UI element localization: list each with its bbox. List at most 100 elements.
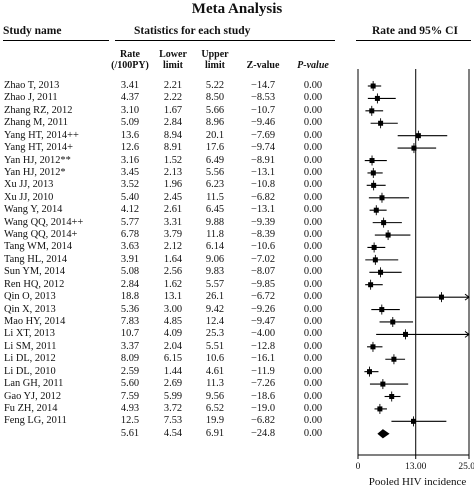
- p-value-cell: 0.00: [303, 365, 323, 377]
- lower-limit-cell: 2.22: [163, 92, 183, 104]
- p-value-cell: 0.00: [303, 241, 323, 253]
- p-value-cell: 0.00: [303, 92, 323, 104]
- upper-limit-cell: 11.8: [206, 229, 224, 241]
- z-value-cell: −13.1: [250, 204, 276, 216]
- z-value-cell: −8.91: [250, 154, 276, 166]
- z-column-header: Z-value: [246, 60, 280, 71]
- study-name-cell: Yang HT, 2014+: [4, 142, 73, 154]
- p-value-cell: 0.00: [303, 129, 323, 141]
- upper-limit-cell: 6.49: [205, 154, 225, 166]
- z-value-cell: −8.07: [250, 266, 276, 278]
- rate-cell: 7.83: [120, 315, 140, 327]
- rate-cell: 7.59: [120, 390, 140, 402]
- z-value-cell: −10.7: [250, 104, 276, 116]
- study-name-cell: Ren HQ, 2012: [4, 278, 65, 290]
- p-value-cell: 0.00: [303, 278, 323, 290]
- p-column-header: P-value: [297, 60, 329, 71]
- study-name-cell: Wang Y, 2014: [4, 204, 63, 216]
- page-title: Meta Analysis: [191, 1, 283, 17]
- lower-limit-cell: 4.85: [163, 315, 183, 327]
- upper-limit-cell: 8.96: [205, 117, 225, 129]
- lower-column-header: Lower limit: [153, 49, 193, 71]
- upper-limit-cell: 5.22: [205, 80, 225, 91]
- x-axis-label: Pooled HIV incidence: [369, 476, 467, 488]
- p-value-cell: 0.00: [303, 291, 323, 303]
- rate-cell: 5.77: [120, 216, 140, 228]
- z-value-cell: −9.47: [250, 315, 276, 327]
- study-name-cell: Li XT, 2013: [4, 328, 55, 340]
- study-name-cell: Yang HT, 2014++: [4, 129, 79, 141]
- p-value-cell: 0.00: [303, 80, 323, 91]
- study-name-cell: Wang QQ, 2014++: [4, 216, 84, 228]
- lower-limit-cell: 2.04: [163, 340, 183, 352]
- rate-cell: 3.10: [120, 104, 140, 116]
- rate-ci-rule: [356, 40, 471, 41]
- upper-limit-cell: 6.14: [205, 241, 225, 253]
- study-name-cell: Xu JJ, 2013: [4, 179, 54, 191]
- p-value-cell: 0.00: [303, 315, 323, 327]
- rate-cell: 3.91: [120, 253, 140, 265]
- rate-cell: 3.37: [120, 340, 140, 352]
- p-value-cell: 0.00: [303, 117, 323, 129]
- p-value-cell: 0.00: [303, 154, 323, 166]
- rate-header-line1: Rate: [120, 49, 140, 60]
- lower-limit-cell: 4.54: [163, 427, 183, 439]
- x-tick-label: 13.00: [405, 462, 427, 472]
- study-name-rule: [3, 40, 109, 41]
- statistics-header: Statistics for each study: [134, 25, 251, 37]
- rate-cell: 4.37: [120, 92, 140, 104]
- rate-cell: 3.41: [120, 80, 140, 91]
- rate-cell: 3.63: [120, 241, 140, 253]
- rate-column-header: Rate (/100PY): [110, 49, 150, 71]
- z-value-cell: −6.82: [250, 191, 276, 203]
- rate-cell: 2.59: [120, 365, 140, 377]
- lower-limit-cell: 4.09: [163, 328, 183, 340]
- study-name-cell: Zhao T, 2013: [4, 80, 60, 91]
- upper-header-line1: Upper: [201, 49, 229, 60]
- upper-limit-cell: 9.88: [205, 216, 225, 228]
- z-value-cell: −10.8: [250, 179, 276, 191]
- lower-limit-cell: 3.72: [163, 402, 183, 414]
- lower-limit-cell: 3.00: [163, 303, 183, 315]
- upper-limit-cell: 6.23: [205, 179, 225, 191]
- study-name-cell: Feng LG, 2011: [4, 415, 67, 427]
- p-value-cell: 0.00: [303, 142, 323, 154]
- upper-limit-cell: 20.1: [205, 129, 225, 141]
- rate-cell: 18.8: [120, 291, 140, 303]
- p-value-cell: 0.00: [303, 266, 323, 278]
- lower-limit-cell: 1.67: [163, 104, 183, 116]
- upper-limit-cell: 25.3: [205, 328, 225, 340]
- lower-limit-cell: 1.96: [163, 179, 183, 191]
- rate-cell: 12.5: [120, 415, 140, 427]
- study-name-cell: Tang WM, 2014: [4, 241, 73, 253]
- p-value-cell: 0.00: [303, 253, 323, 265]
- ci-clip-arrow: [464, 330, 470, 338]
- study-name-cell: Fu ZH, 2014: [4, 402, 58, 414]
- lower-limit-cell: 8.94: [163, 129, 183, 141]
- lower-header-line1: Lower: [159, 49, 187, 60]
- rate-cell: 10.7: [120, 328, 140, 340]
- study-name-cell: Xu JJ, 2010: [4, 191, 54, 203]
- upper-limit-cell: 5.57: [205, 278, 225, 290]
- ci-clip-arrow: [464, 293, 470, 301]
- x-tick-label: 25.00: [458, 462, 474, 472]
- study-name-cell: Lan GH, 2011: [4, 378, 64, 390]
- study-name-cell: Qin O, 2013: [4, 291, 56, 303]
- rate-cell: 5.61: [120, 427, 140, 439]
- z-value-cell: −13.1: [250, 166, 276, 178]
- rate-ci-header: Rate and 95% CI: [372, 25, 458, 37]
- study-name-cell: Yan HJ, 2012**: [4, 154, 71, 166]
- upper-limit-cell: 5.66: [205, 104, 225, 116]
- study-name-cell: Zhang M, 2011: [4, 117, 68, 129]
- study-name-cell: Mao HY, 2014: [4, 315, 66, 327]
- z-value-cell: −4.00: [250, 328, 276, 340]
- study-name-cell: Zhang RZ, 2012: [4, 104, 73, 116]
- p-value-cell: 0.00: [303, 378, 323, 390]
- lower-limit-cell: 2.45: [163, 191, 183, 203]
- lower-limit-cell: 3.79: [163, 229, 183, 241]
- p-value-cell: 0.00: [303, 104, 323, 116]
- lower-limit-cell: 3.31: [163, 216, 183, 228]
- lower-limit-cell: 2.69: [163, 378, 183, 390]
- rate-cell: 5.36: [120, 303, 140, 315]
- lower-limit-cell: 1.62: [163, 278, 183, 290]
